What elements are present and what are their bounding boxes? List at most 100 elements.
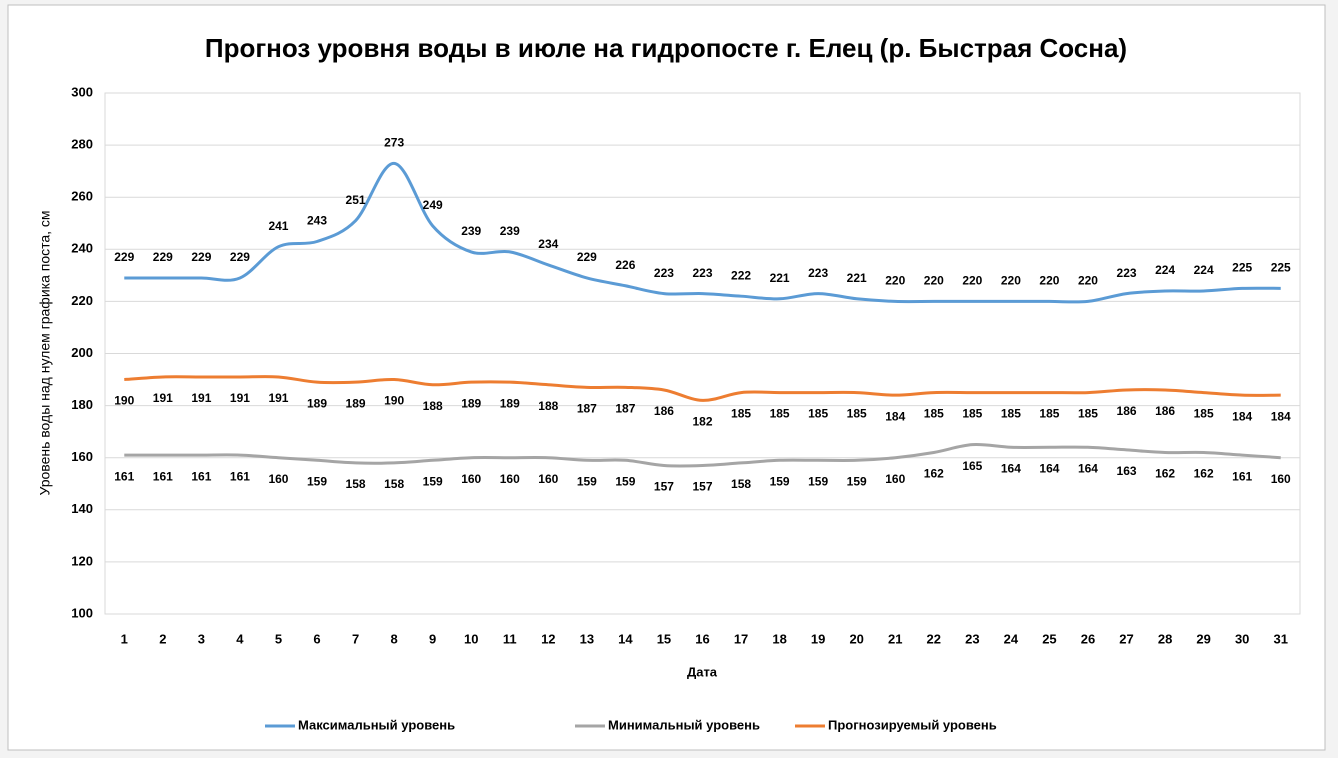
y-tick-label: 260 (71, 189, 93, 204)
data-label: 234 (538, 237, 558, 251)
data-label: 185 (731, 407, 751, 421)
data-label: 159 (615, 474, 635, 488)
x-tick-label: 14 (618, 631, 633, 646)
y-tick-label: 180 (71, 397, 93, 412)
data-label: 189 (307, 396, 327, 410)
data-label: 190 (114, 394, 134, 408)
chart-title: Прогноз уровня воды в июле на гидропосте… (205, 33, 1127, 63)
data-label: 249 (423, 198, 443, 212)
x-tick-label: 24 (1004, 631, 1019, 646)
data-label: 185 (962, 407, 982, 421)
data-label: 223 (654, 266, 674, 280)
data-label: 226 (615, 258, 635, 272)
data-label: 220 (885, 274, 905, 288)
data-label: 187 (577, 402, 597, 416)
x-tick-label: 25 (1042, 631, 1056, 646)
data-label: 188 (538, 399, 558, 413)
data-label: 223 (1117, 266, 1137, 280)
data-label: 220 (924, 274, 944, 288)
data-label: 160 (461, 472, 481, 486)
data-label: 189 (500, 396, 520, 410)
data-label: 161 (1232, 469, 1252, 483)
x-tick-label: 21 (888, 631, 902, 646)
data-label: 191 (191, 391, 211, 405)
data-label: 159 (770, 474, 790, 488)
data-label: 239 (461, 224, 481, 238)
x-tick-label: 3 (198, 631, 205, 646)
legend-label: Максимальный уровень (298, 717, 455, 732)
x-tick-label: 15 (657, 631, 671, 646)
data-label: 187 (615, 402, 635, 416)
data-label: 186 (1117, 404, 1137, 418)
data-label: 186 (654, 404, 674, 418)
data-label: 223 (808, 266, 828, 280)
data-label: 163 (1117, 464, 1137, 478)
data-label: 164 (1078, 461, 1098, 475)
data-label: 164 (1039, 461, 1059, 475)
data-label: 158 (384, 477, 404, 491)
data-label: 221 (847, 271, 867, 285)
data-label: 223 (692, 266, 712, 280)
data-label: 158 (346, 477, 366, 491)
data-label: 189 (346, 396, 366, 410)
y-tick-label: 140 (71, 501, 93, 516)
data-label: 184 (1232, 409, 1252, 423)
data-label: 160 (538, 472, 558, 486)
data-label: 159 (307, 474, 327, 488)
x-tick-label: 27 (1119, 631, 1133, 646)
legend-label: Прогнозируемый уровень (828, 717, 997, 732)
x-tick-label: 16 (695, 631, 709, 646)
data-label: 165 (962, 459, 982, 473)
data-label: 222 (731, 268, 751, 282)
data-label: 160 (500, 472, 520, 486)
data-label: 157 (692, 480, 712, 494)
data-label: 221 (770, 271, 790, 285)
x-tick-label: 13 (580, 631, 594, 646)
data-label: 184 (885, 409, 905, 423)
data-label: 160 (268, 472, 288, 486)
data-label: 161 (191, 469, 211, 483)
data-label: 185 (808, 407, 828, 421)
data-label: 241 (268, 219, 288, 233)
data-label: 190 (384, 394, 404, 408)
x-tick-label: 31 (1273, 631, 1287, 646)
data-label: 182 (692, 415, 712, 429)
data-label: 229 (230, 250, 250, 264)
data-label: 162 (924, 467, 944, 481)
data-label: 159 (847, 474, 867, 488)
series-line (124, 375, 1281, 402)
data-label: 157 (654, 480, 674, 494)
data-label: 251 (346, 193, 366, 207)
data-label: 184 (1271, 409, 1291, 423)
data-label: 185 (847, 407, 867, 421)
x-tick-label: 11 (503, 631, 517, 646)
x-tick-label: 6 (313, 631, 320, 646)
legend-label: Минимальный уровень (608, 717, 760, 732)
y-tick-label: 240 (71, 241, 93, 256)
data-label: 229 (577, 250, 597, 264)
data-label: 158 (731, 477, 751, 491)
data-label: 239 (500, 224, 520, 238)
x-tick-label: 1 (121, 631, 128, 646)
series-line (124, 443, 1281, 468)
data-label: 185 (1078, 407, 1098, 421)
data-label: 273 (384, 136, 404, 150)
data-label: 164 (1001, 461, 1021, 475)
y-tick-label: 280 (71, 137, 93, 152)
x-tick-label: 17 (734, 631, 748, 646)
x-tick-label: 5 (275, 631, 282, 646)
data-label: 191 (230, 391, 250, 405)
data-label: 191 (268, 391, 288, 405)
data-label: 220 (1001, 274, 1021, 288)
data-label: 224 (1194, 263, 1214, 277)
x-tick-label: 23 (965, 631, 979, 646)
data-label: 162 (1194, 467, 1214, 481)
x-tick-label: 22 (927, 631, 941, 646)
plot-border (104, 92, 1301, 615)
data-label: 185 (1194, 407, 1214, 421)
x-tick-label: 12 (541, 631, 555, 646)
x-tick-label: 9 (429, 631, 436, 646)
data-label: 220 (1078, 274, 1098, 288)
y-axis-title: Уровень воды над нулем графика поста, см (37, 210, 53, 495)
